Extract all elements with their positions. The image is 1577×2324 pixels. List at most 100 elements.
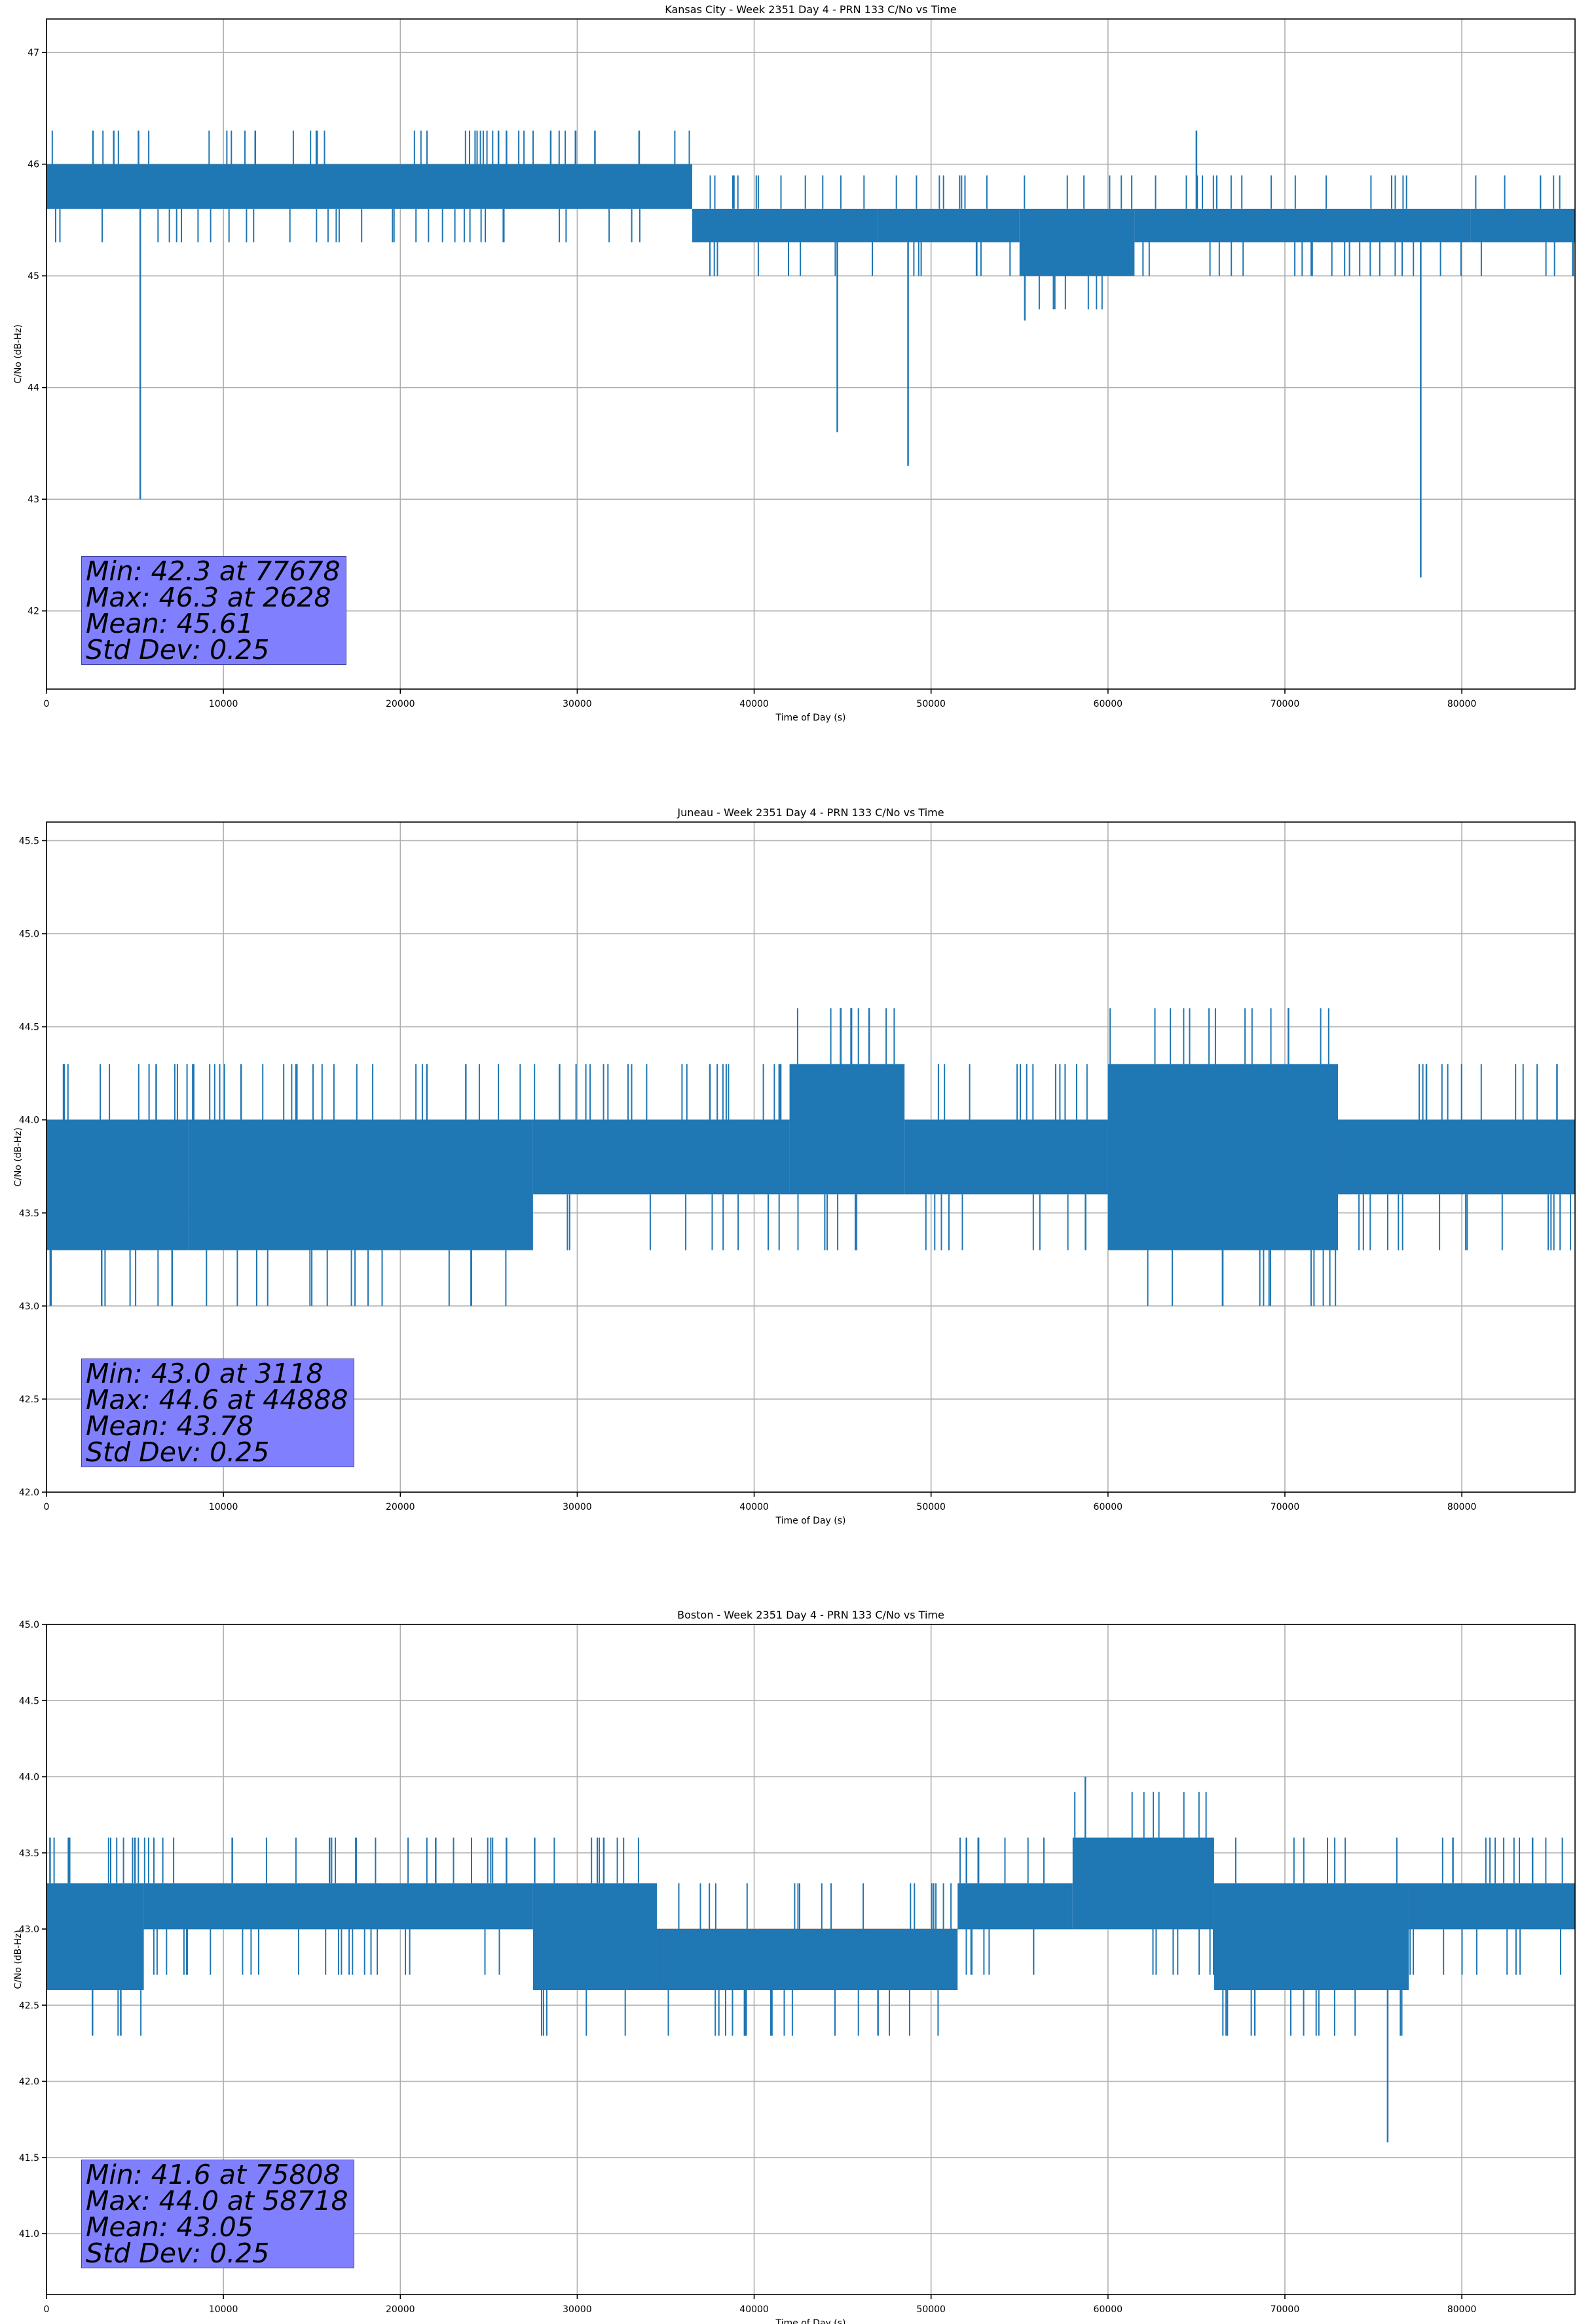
x-tick-label: 20000 [386, 2304, 415, 2315]
cno-excursions [1409, 1837, 1563, 1975]
stats-min: Min: 42.3 at 77678 [86, 555, 341, 587]
cno-band [1214, 1883, 1409, 1990]
plot-frame [46, 1624, 1576, 2295]
stats-min: Min: 41.6 at 75808 [86, 2159, 341, 2190]
x-axis-ticks: 0 10000 20000 30000 40000 50000 60000 70000 8000… [44, 1492, 1477, 1512]
cno-excursions [49, 1064, 188, 1306]
y-axis-ticks: 41.0 41.5 42.0 42.5 43.0 43.5 44.0 44.5 45.0 [19, 1620, 46, 2240]
stats-mean: Mean: 45.61 [86, 608, 253, 639]
cno-excursions [925, 1064, 1088, 1250]
x-tick-label: 40000 [739, 699, 769, 709]
y-tick-label: 44 [28, 383, 39, 394]
x-axis-label: Time of Day (s) [775, 713, 846, 723]
y-axis-label: C/No (dB-Hz) [13, 1127, 24, 1186]
x-tick-label: 10000 [209, 2304, 238, 2315]
cno-band [1134, 208, 1471, 242]
cno-band [692, 208, 878, 242]
x-tick-label: 80000 [1447, 2304, 1477, 2315]
y-tick-label: 44.0 [19, 1772, 39, 1783]
chart-title: Boston - Week 2351 Day 4 - PRN 133 C/No … [677, 1609, 944, 1621]
y-tick-label: 42.5 [19, 2000, 39, 2011]
cno-excursions [667, 1883, 952, 2036]
y-tick-label: 42.0 [19, 2077, 39, 2088]
y-tick-label: 41.0 [19, 2229, 39, 2240]
cno-band [1107, 1064, 1339, 1250]
cno-excursions [1142, 175, 1462, 276]
plot-frame [46, 821, 1576, 1493]
cno-band [789, 1064, 905, 1195]
x-tick-label: 30000 [563, 2304, 592, 2315]
y-tick-label: 45.0 [19, 929, 39, 940]
chart-title: Juneau - Week 2351 Day 4 - PRN 133 C/No … [677, 806, 944, 819]
cno-band [143, 1883, 533, 1929]
y-tick-label: 45.5 [19, 836, 39, 846]
x-tick-label: 50000 [916, 699, 946, 709]
plot-frame [46, 18, 1576, 690]
stats-std-dev: Std Dev: 0.25 [86, 1436, 270, 1468]
cno-excursions [959, 1837, 1045, 1975]
cno-excursions [1024, 175, 1133, 310]
stats-box-kansas-city: Min: 42.3 at 77678 Max: 46.3 at 2628 Mea… [81, 556, 346, 665]
y-axis-label: C/No (dB-Hz) [13, 324, 24, 383]
cno-band [532, 1883, 657, 1990]
y-tick-label: 47 [28, 48, 39, 58]
x-axis-ticks: 0 10000 20000 30000 40000 50000 60000 70000 8000… [44, 2295, 1477, 2315]
x-tick-label: 70000 [1271, 699, 1300, 709]
cno-band [188, 1119, 533, 1250]
x-tick-label: 30000 [563, 1502, 592, 1512]
x-tick-label: 50000 [916, 1502, 946, 1512]
y-tick-label: 44.5 [19, 1022, 39, 1033]
x-tick-label: 70000 [1271, 1502, 1300, 1512]
stats-box-boston: Min: 41.6 at 75808 Max: 44.0 at 58718 Me… [81, 2160, 354, 2268]
stats-std-dev: Std Dev: 0.25 [86, 634, 270, 665]
stats-min: Min: 43.0 at 3118 [86, 1358, 324, 1389]
stats-max: Max: 46.3 at 2628 [86, 582, 331, 613]
x-tick-label: 60000 [1094, 699, 1123, 709]
chart-panel-juneau: 0 10000 20000 30000 40000 50000 60000 70000 8000… [13, 806, 1576, 1526]
cno-excursions [1074, 1791, 1214, 1975]
y-tick-label: 45 [28, 271, 39, 282]
cno-excursions [1222, 1837, 1403, 2036]
cno-band [1338, 1119, 1575, 1195]
chart-title: Kansas City - Week 2351 Day 4 - PRN 133 … [665, 3, 956, 16]
x-tick-label: 40000 [739, 1502, 769, 1512]
y-tick-label: 45.0 [19, 1620, 39, 1630]
cno-excursions [1358, 1064, 1572, 1250]
y-tick-label: 44.0 [19, 1115, 39, 1126]
x-tick-label: 70000 [1271, 2304, 1300, 2315]
y-axis-ticks: 42 43 44 45 46 47 [28, 48, 46, 617]
x-tick-label: 10000 [209, 1502, 238, 1512]
cno-band [46, 164, 693, 209]
cno-excursions [1109, 1008, 1337, 1306]
y-tick-label: 43.0 [19, 1302, 39, 1312]
x-tick-label: 30000 [563, 699, 592, 709]
stats-box-juneau: Min: 43.0 at 3118 Max: 44.6 at 44888 Mea… [81, 1359, 354, 1467]
cno-band [1072, 1837, 1214, 1929]
x-tick-label: 60000 [1094, 1502, 1123, 1512]
x-tick-label: 40000 [739, 2304, 769, 2315]
x-tick-label: 80000 [1447, 1502, 1477, 1512]
cno-excursions [534, 1837, 639, 2036]
y-tick-label: 42.5 [19, 1395, 39, 1405]
x-tick-label: 20000 [386, 1502, 415, 1512]
cno-excursions [895, 175, 1011, 276]
x-tick-label: 10000 [209, 699, 238, 709]
chart-panel-kansas-city: 0 10000 20000 30000 40000 50000 60000 70000 8000… [13, 3, 1576, 723]
stats-max: Max: 44.0 at 58718 [86, 2185, 348, 2217]
cno-band [46, 1883, 144, 1990]
x-tick-label: 80000 [1447, 699, 1477, 709]
cno-band [957, 1883, 1073, 1929]
x-tick-label: 60000 [1094, 2304, 1123, 2315]
x-tick-label: 20000 [386, 699, 415, 709]
cno-excursions [192, 1064, 521, 1306]
cno-band [1019, 208, 1135, 276]
cno-excursions [1475, 175, 1574, 276]
cno-trace [46, 130, 1575, 578]
x-axis-label: Time of Day (s) [775, 2318, 846, 2324]
x-tick-label: 0 [44, 1502, 50, 1512]
y-tick-label: 42.0 [19, 1488, 39, 1498]
cno-excursions [143, 1837, 500, 1975]
y-axis-label: C/No (dB-Hz) [13, 1930, 24, 1989]
cno-band [656, 1929, 958, 1990]
